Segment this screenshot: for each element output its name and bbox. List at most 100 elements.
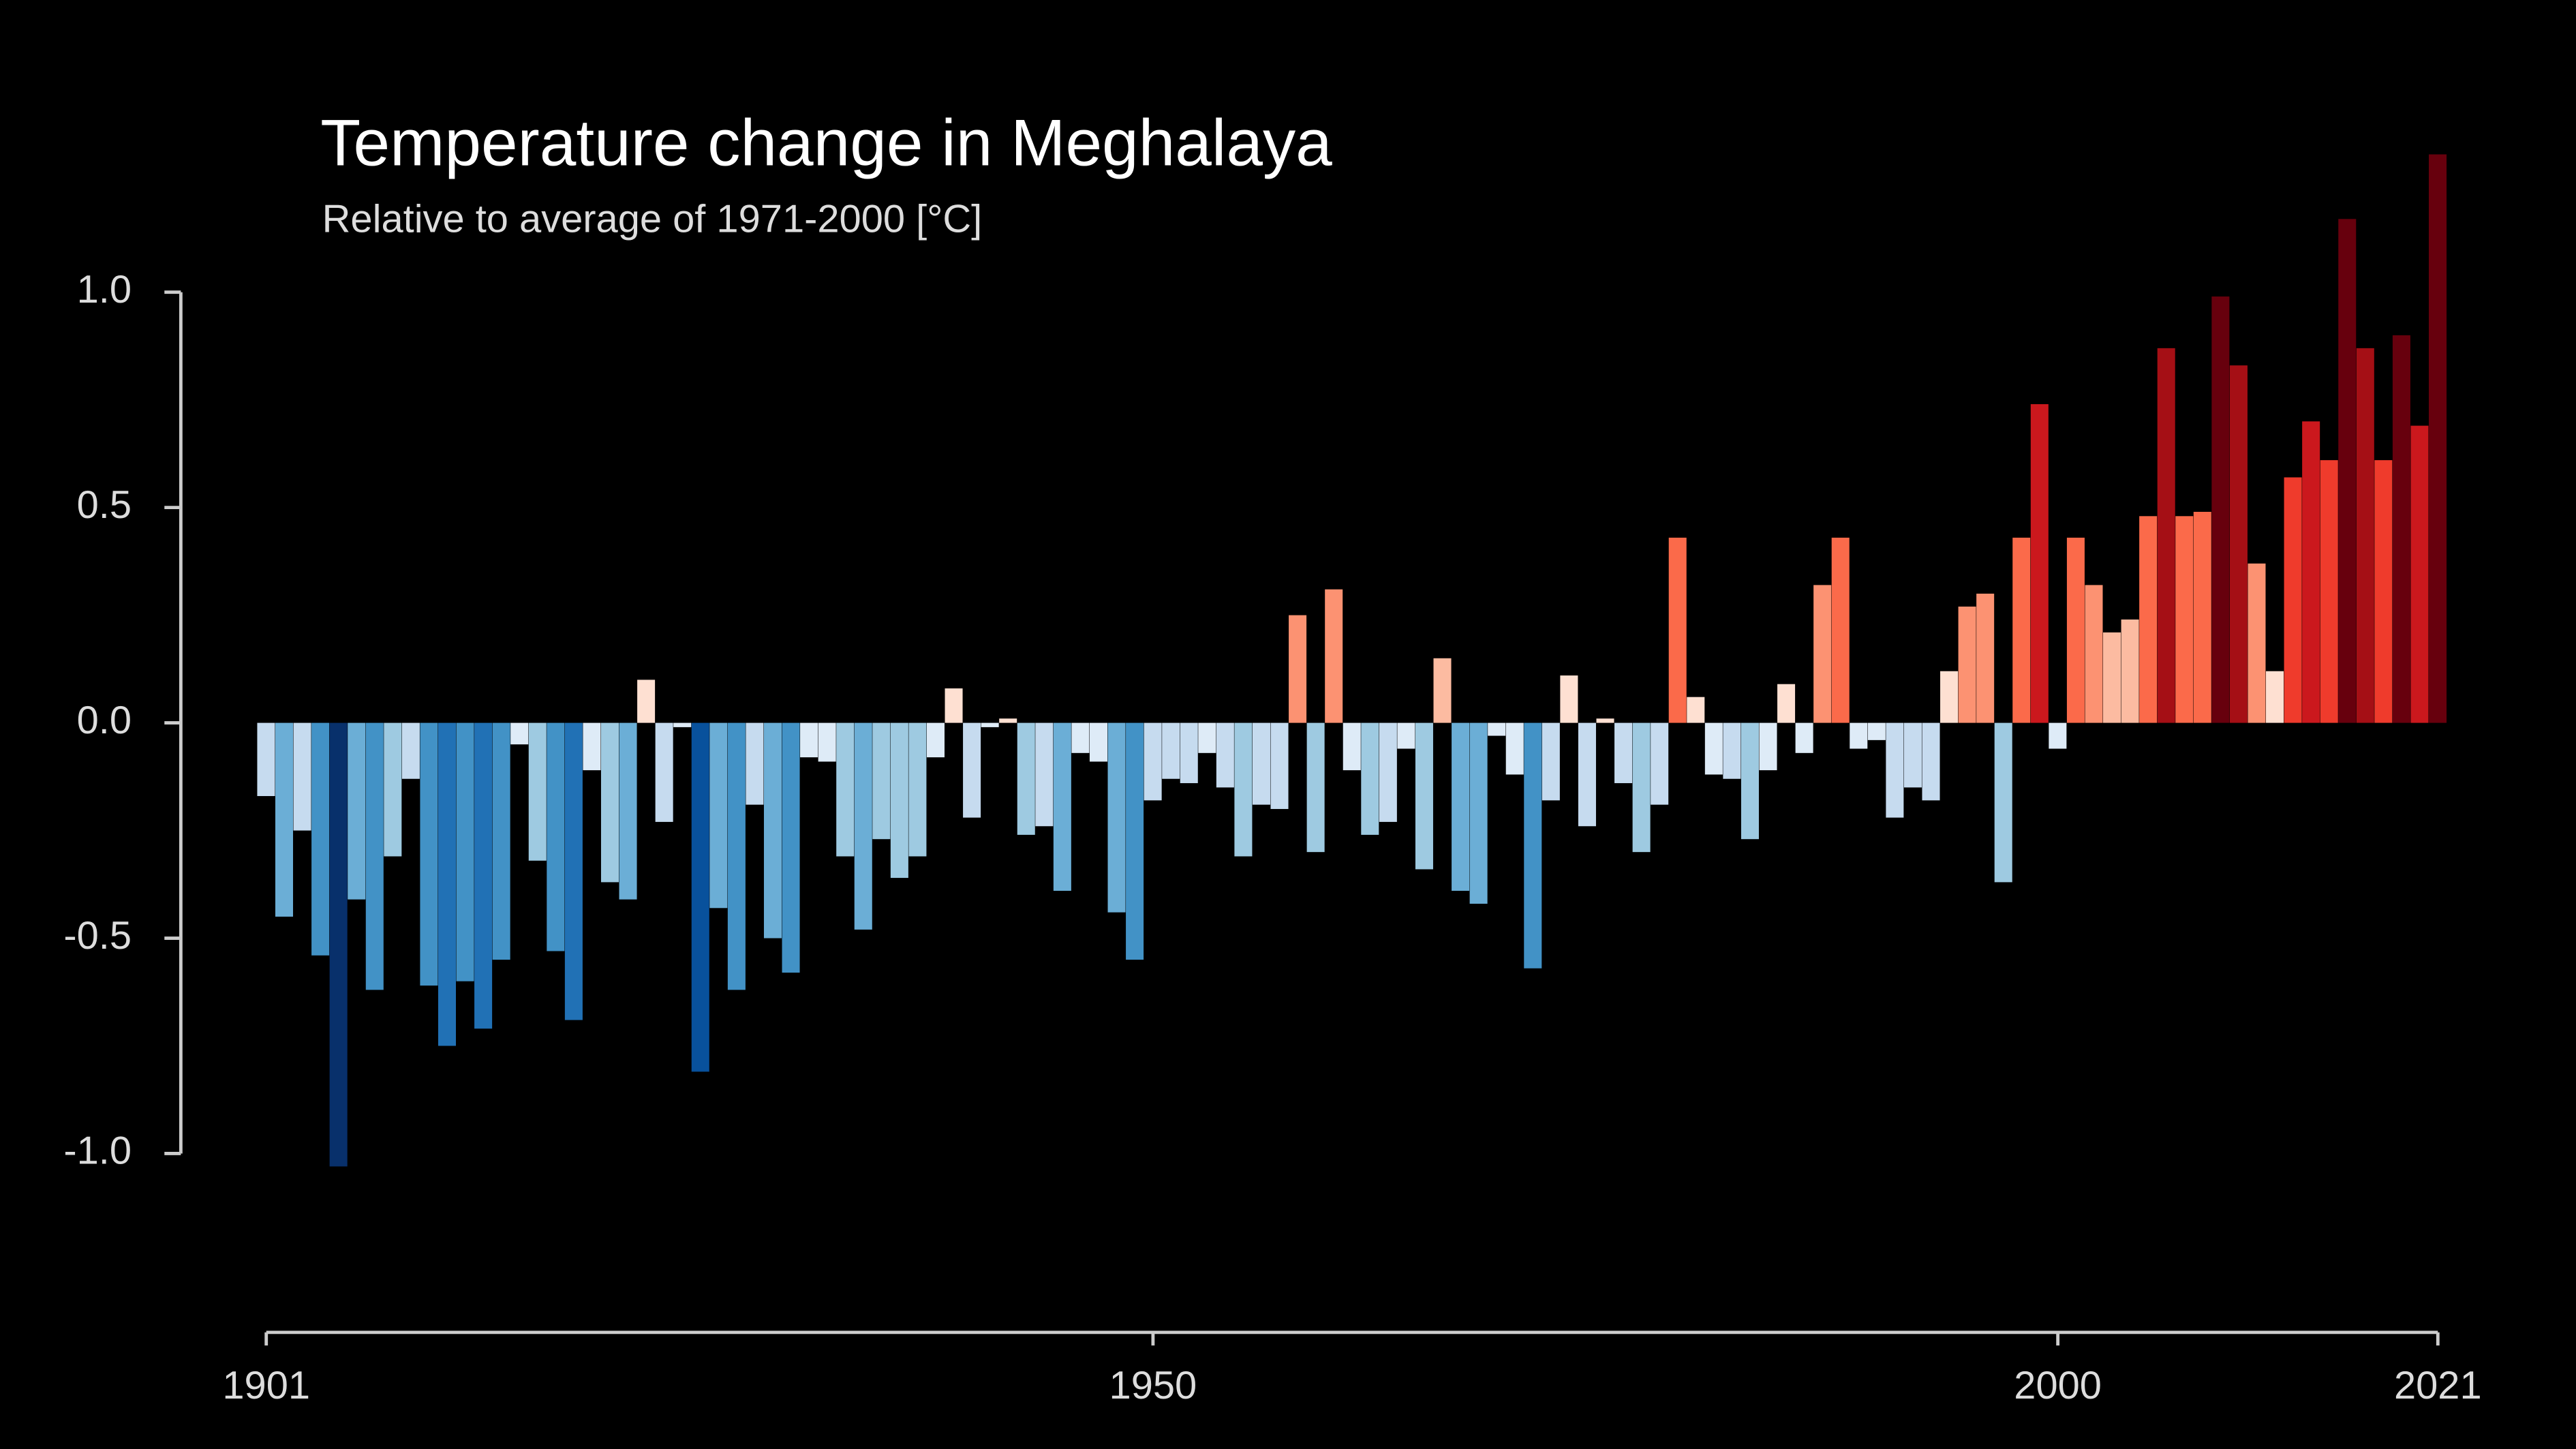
bar [1813,585,1832,723]
bar [384,722,402,857]
bar [1976,594,1995,723]
x-tick-label: 2021 [2394,1364,2482,1407]
bar [2266,671,2284,723]
bar [1126,722,1144,960]
bar [872,722,891,840]
bar [2284,477,2302,723]
bar [1922,722,1940,801]
bar [1560,675,1578,723]
y-tick-label: -0.5 [63,914,132,958]
bar [2049,722,2067,749]
bar [1687,697,1705,723]
bar [2085,585,2103,723]
bar [2030,404,2049,723]
bar [1379,722,1397,822]
bar [2248,563,2266,723]
bar [1994,722,2012,883]
bar [2211,296,2230,723]
bar [1940,671,1959,723]
chart-subtitle: Relative to average of 1971-2000 [°C] [322,198,983,241]
bar [600,722,619,883]
bar [1053,722,1071,891]
bar [800,722,818,758]
bar [908,722,927,857]
y-tick-label: 1.0 [77,268,132,311]
x-tick-label: 1901 [222,1364,310,1407]
bar [528,722,547,861]
bar [1252,722,1270,805]
bar [293,722,311,831]
bar [348,722,366,900]
bar [2121,619,2139,723]
bar [547,722,565,951]
bar [1433,658,1452,723]
x-tick-label: 2000 [2014,1364,2102,1407]
bar [1289,615,1307,723]
bar [1886,722,1904,818]
bar [1017,722,1035,835]
bar [1578,722,1596,827]
bar [691,722,709,1072]
bar [1596,718,1614,723]
bar [2374,460,2393,723]
bar [1651,722,1669,805]
bar [492,722,510,960]
bar [311,722,330,956]
bar [1759,722,1777,771]
bar [1958,606,1976,723]
y-tick-label: -1.0 [63,1129,132,1173]
bar [420,722,438,986]
bar [1704,722,1723,775]
bar [1614,722,1633,784]
bar [818,722,836,762]
bar [890,722,908,879]
bar [438,722,457,1046]
bar [401,722,420,779]
x-tick-label: 1950 [1109,1364,1197,1407]
bar [1469,722,1488,904]
bar [1723,722,1741,779]
bar [746,722,764,805]
bar [1306,722,1325,853]
bar [2429,154,2447,723]
bar [1180,722,1198,784]
bar [2012,537,2031,723]
bar [2229,365,2248,723]
bar [1632,722,1651,853]
bar [963,722,981,818]
bar [1867,722,1886,740]
bar [1397,722,1415,749]
bar [275,722,294,917]
bar [1198,722,1216,753]
bar [474,722,493,1029]
bar [329,722,348,1167]
bar [655,722,673,822]
bar [637,680,656,723]
bar [981,722,999,727]
bar [1343,722,1361,771]
bar [456,722,474,981]
bar [945,688,963,723]
bar [510,722,529,745]
bar [999,718,1017,723]
bar [1234,722,1253,857]
bar [854,722,872,930]
bar [836,722,855,857]
bar [2320,460,2338,723]
bar [1831,537,1850,723]
bar [782,722,800,973]
bar [1361,722,1379,835]
bar [1505,722,1524,775]
bar [1144,722,1162,801]
bar [2356,348,2374,723]
bar [2410,425,2429,723]
bar [2066,537,2085,723]
bar [926,722,945,758]
bar [1777,684,1796,723]
bar [2193,511,2211,723]
bar [2302,421,2320,723]
bar [1162,722,1180,779]
bar [2175,516,2194,723]
